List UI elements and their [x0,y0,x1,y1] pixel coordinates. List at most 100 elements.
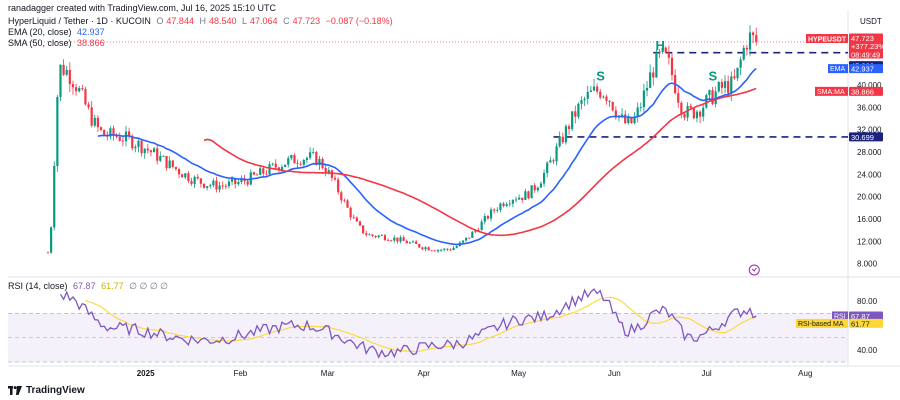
symbol-name-badge-text: HYPEUSDT [808,37,847,44]
candle-body [168,160,171,169]
candle-body [140,140,143,154]
candle-body [121,140,124,142]
candle-body [624,114,627,124]
last-price-badge-text: 47.723 [851,34,874,43]
candle-body [327,170,330,174]
candle-body [614,110,617,118]
last-price-badge-bg [849,33,883,59]
candle-body [452,247,455,251]
candle-body [371,234,374,236]
candle-body [493,209,496,211]
rsi-ma-value-badge-text: 61.77 [851,319,870,328]
candle-body [374,235,377,238]
candle-body [386,239,390,241]
candle-body [209,185,212,187]
candle-body [446,248,449,250]
ema-value-badge-bg [849,64,883,74]
candle-body [377,235,380,238]
candle-body [184,173,187,178]
candle-body [174,166,178,170]
candle-body [496,210,499,211]
candle-body [59,64,62,97]
candle-body [461,240,465,243]
candle-body [571,111,574,129]
candle-body [196,176,199,179]
candle-body [230,178,234,182]
rsi-legend[interactable]: RSI (14, close) 67.87 61.77 ∅ ∅ ∅ ∅ [8,281,171,292]
candle-body [408,242,412,244]
candle-body [652,72,655,78]
rsi-ma-name-badge-bg [796,318,848,328]
price-tick-label: 36.000 [857,103,882,112]
candle-body [71,84,75,88]
candle-body [608,100,611,102]
candle-body [592,86,596,91]
candle-body [502,203,505,207]
symbol-name-badge-bg [806,34,848,43]
pattern-head-label: H [656,38,665,53]
ema-legend[interactable]: EMA (20, close) 42.937 [8,27,108,37]
price-axis-currency: USDT [860,17,882,26]
candle-body [234,178,237,185]
candle-body [146,148,149,151]
candle-body [580,100,583,104]
rsi-ma-value-badge: 61.77 [849,318,883,328]
ema-line [97,67,757,246]
candle-body [514,199,518,201]
candle-body [137,140,140,147]
candle-body [455,246,458,248]
candle-body [486,215,490,219]
low-label: L [242,16,248,26]
candle-body [199,178,202,184]
candle-body [78,88,81,92]
candle-body [664,47,667,53]
candle-body [262,168,265,174]
alert-clock-hand [751,267,757,272]
level-bottom-badge-text: 30.699 [851,133,874,142]
candle-body [480,221,483,231]
candle-body [293,155,296,164]
candle-body [355,217,358,222]
candle-body [240,178,243,183]
candle-body [227,181,231,187]
candle-body [128,131,131,137]
candle-body [449,249,452,251]
candle-body [748,32,752,50]
candle-body [308,152,312,158]
time-tick-label: Aug [798,369,812,378]
candle-body [505,204,508,207]
tradingview-logo[interactable]: TradingView [8,385,85,396]
rsi-legend-label: RSI (14, close) [8,281,68,291]
candle-body [152,148,156,153]
candle-body [333,177,337,180]
sma-value-badge-bg [849,86,883,96]
candle-body [499,203,502,211]
symbol-name: HyperLiquid / Tether · 1D · KUCOIN [8,16,151,26]
candle-body [583,98,586,101]
candle-body [324,167,327,174]
candle-body [237,182,240,185]
candle-body [346,200,349,208]
sma-legend[interactable]: SMA (50, close) 38.866 [8,38,108,48]
candle-body [521,197,524,200]
candle-body [159,156,162,161]
candle-body [290,155,293,159]
candle-body [243,178,246,182]
candle-body [343,200,346,202]
rsi-ma-value-badge-bg [849,318,883,328]
candle-body [312,152,315,153]
candle-body [667,52,670,58]
candle-body [530,185,533,199]
open-label: O [156,16,164,26]
candle-body [305,157,309,161]
candle-body [430,250,433,252]
candle-body [555,146,558,162]
candle-body [589,90,592,92]
candle-body [418,244,421,248]
candle-body [680,102,683,114]
ema-value-badge: 42.937 [849,64,883,74]
rsi-ma-legend-value: 61.77 [101,281,124,291]
time-tick-label: 2025 [137,369,155,378]
symbol-legend[interactable]: HyperLiquid / Tether · 1D · KUCOIN O 47.8… [8,16,396,26]
